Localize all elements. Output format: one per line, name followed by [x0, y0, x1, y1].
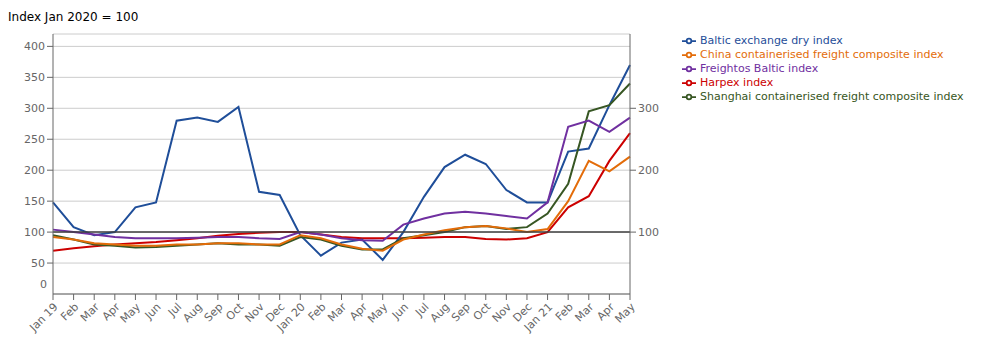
svg-text:Apr: Apr — [347, 300, 370, 323]
svg-text:Apr: Apr — [594, 300, 617, 323]
html-text:China containerised freight co: China containerised freight composite in… — [700, 48, 944, 61]
svg-text:Aug: Aug — [181, 300, 205, 324]
svg-text:Mar: Mar — [573, 300, 597, 324]
svg-text:Oct: Oct — [471, 300, 494, 323]
svg-text:Mar: Mar — [78, 300, 102, 324]
html-text:Index Jan 2020 = 100: Index Jan 2020 = 100 — [8, 10, 139, 24]
svg-text:200: 200 — [24, 164, 45, 177]
svg-text:Sep: Sep — [202, 300, 226, 324]
svg-text:May: May — [365, 300, 391, 326]
svg-text:Nov: Nov — [242, 300, 267, 325]
html-text:Shanghai containerised freight: Shanghai containerised freight composite… — [700, 90, 964, 103]
svg-text:Feb: Feb — [553, 300, 576, 323]
svg-text:0: 0 — [40, 278, 47, 291]
svg-text:100: 100 — [638, 226, 659, 239]
html-text:Baltic exchange dry index: Baltic exchange dry index — [700, 34, 843, 47]
html-text:Harpex index: Harpex index — [700, 76, 774, 89]
svg-text:Oct: Oct — [223, 300, 246, 323]
svg-text:Mar: Mar — [325, 300, 349, 324]
svg-text:Sep: Sep — [449, 300, 473, 324]
svg-text:200: 200 — [638, 164, 659, 177]
svg-text:Dec: Dec — [510, 300, 535, 325]
svg-text:Feb: Feb — [58, 300, 81, 323]
svg-text:250: 250 — [24, 133, 45, 146]
svg-text:150: 150 — [24, 195, 45, 208]
svg-text:May: May — [118, 300, 144, 326]
svg-text:Jul: Jul — [413, 300, 432, 319]
svg-text:Jan 21: Jan 21 — [521, 300, 555, 334]
svg-text:Jul: Jul — [165, 300, 185, 319]
svg-text:400: 400 — [24, 40, 45, 53]
html-text:Freightos Baltic index: Freightos Baltic index — [700, 62, 819, 75]
svg-text:300: 300 — [638, 102, 659, 115]
svg-text:300: 300 — [24, 102, 45, 115]
svg-text:Jan 19: Jan 19 — [26, 300, 60, 334]
svg-text:Apr: Apr — [100, 300, 123, 323]
svg-text:50: 50 — [31, 257, 45, 270]
svg-text:100: 100 — [24, 226, 45, 239]
svg-text:Nov: Nov — [490, 300, 515, 325]
svg-text:Dec: Dec — [263, 300, 288, 325]
svg-text:Feb: Feb — [306, 300, 329, 323]
svg-text:Aug: Aug — [428, 300, 452, 324]
svg-text:May: May — [612, 300, 638, 326]
svg-text:350: 350 — [24, 71, 45, 84]
svg-text:Jan 20: Jan 20 — [274, 300, 308, 334]
svg-text:Jun: Jun — [142, 300, 164, 322]
svg-text:Jun: Jun — [389, 300, 411, 322]
